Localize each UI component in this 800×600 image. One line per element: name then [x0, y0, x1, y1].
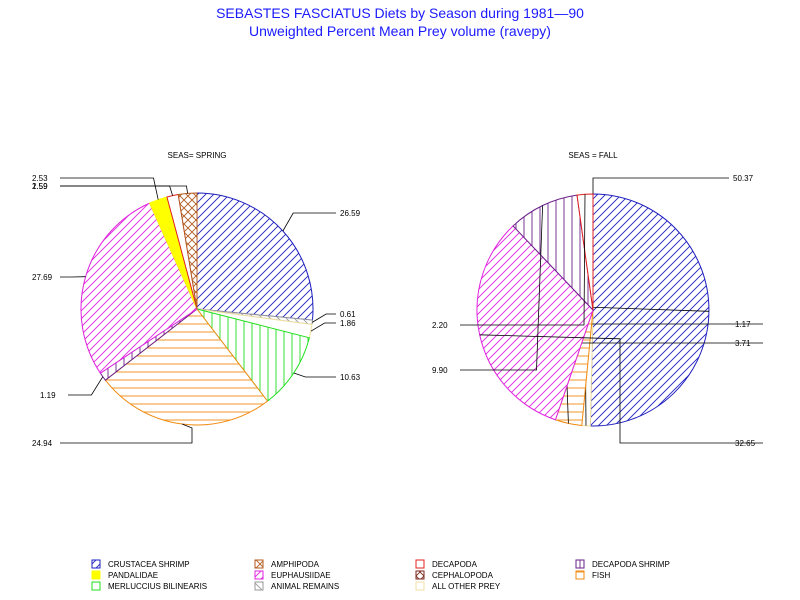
chart-subtitle: Unweighted Percent Mean Prey volume (rav… — [249, 23, 551, 39]
pie-title: SEAS= SPRING — [168, 151, 227, 160]
leader-line — [310, 322, 336, 332]
slice-label-euphausiidae: 32.65 — [735, 439, 756, 448]
legend-label-fish: FISH — [592, 571, 610, 580]
pie-spring: SEAS= SPRING 26.59 0.611.86 10.63 24.94 1.19 2… — [32, 151, 361, 448]
legend-swatch-fish — [575, 570, 585, 580]
slice-label-decapoda_shrimp: 9.90 — [432, 366, 448, 375]
slice-label-fish: 24.94 — [32, 439, 53, 448]
pie-slice-merluccius_bilinearis — [195, 308, 310, 402]
legend-label-decapoda: DECAPODA — [432, 560, 478, 569]
slice-label-euphausiidae: 27.69 — [32, 273, 53, 282]
slice-label-decapoda: 1.59 — [32, 182, 48, 191]
legend-label-merluccius_bilinearis: MERLUCCIUS BILINEARIS — [108, 582, 207, 591]
slice-label-decapoda_shrimp: 1.19 — [40, 391, 56, 400]
legend-label-amphipoda: AMPHIPODA — [271, 560, 320, 569]
leader-line — [479, 334, 763, 444]
pie-slice-decapoda — [576, 193, 594, 311]
legend-label-decapoda_shrimp: DECAPODA SHRIMP — [592, 560, 670, 569]
legend-swatch-animal_remains — [254, 581, 264, 591]
slice-label-merluccius_bilinearis: 10.63 — [340, 373, 361, 382]
leader-line — [311, 313, 336, 323]
legend-label-animal_remains: ANIMAL REMAINS — [271, 582, 339, 591]
leader-line — [60, 177, 159, 200]
chart-title: SEBASTES FASCIATUS Diets by Season durin… — [216, 5, 584, 21]
legend-swatch-pandalidae — [91, 570, 101, 580]
legend-label-crustacea_shrimp: CRUSTACEA SHRIMP — [108, 560, 190, 569]
legend-label-all_other_prey: ALL OTHER PREY — [432, 582, 501, 591]
legend-swatch-crustacea_shrimp — [91, 559, 101, 569]
leader-line — [282, 212, 336, 232]
pie-slice-crustacea_shrimp — [196, 192, 314, 321]
leader-line — [460, 205, 543, 371]
slice-label-all_other_prey: 1.17 — [735, 320, 751, 329]
legend-swatch-euphausiidae — [254, 570, 264, 580]
slice-label-fish: 3.71 — [735, 339, 751, 348]
slice-label-all_other_prey: 1.86 — [340, 319, 356, 328]
legend-swatch-merluccius_bilinearis — [91, 581, 101, 591]
legend-swatch-all_other_prey — [415, 581, 425, 591]
leader-line — [68, 376, 104, 396]
pie-slice-crustacea_shrimp — [589, 193, 710, 427]
slice-label-crustacea_shrimp: 50.37 — [733, 174, 754, 183]
pie-fall: SEAS = FALL 50.37 1.17 3.71 32.65 9.90 2.20 — [432, 151, 763, 448]
leader-line — [60, 423, 193, 444]
leader-line — [460, 194, 586, 326]
pie-slice-euphausiidae — [80, 202, 198, 374]
leader-line — [293, 372, 336, 378]
slice-label-crustacea_shrimp: 26.59 — [340, 209, 361, 218]
legend-swatch-decapoda — [415, 559, 425, 569]
slice-label-pandalidae: 2.53 — [32, 174, 48, 183]
legend-label-cephalopoda: CEPHALOPODA — [432, 571, 494, 580]
slice-label-amphipoda: 2.59 — [32, 182, 48, 191]
legend-label-pandalidae: PANDALIDAE — [108, 571, 158, 580]
legend-swatch-decapoda_shrimp — [575, 559, 585, 569]
slice-label-animal_remains: 0.61 — [340, 310, 356, 319]
legend-swatch-amphipoda — [254, 559, 264, 569]
legend-label-euphausiidae: EUPHAUSIIDAE — [271, 571, 331, 580]
legend: CRUSTACEA SHRIMP AMPHIPODA DECAPODA DECAPOD… — [91, 559, 670, 591]
leader-line — [60, 185, 188, 194]
pie-title: SEAS = FALL — [568, 151, 618, 160]
legend-swatch-cephalopoda — [415, 570, 425, 580]
slice-label-decapoda: 2.20 — [432, 321, 448, 330]
